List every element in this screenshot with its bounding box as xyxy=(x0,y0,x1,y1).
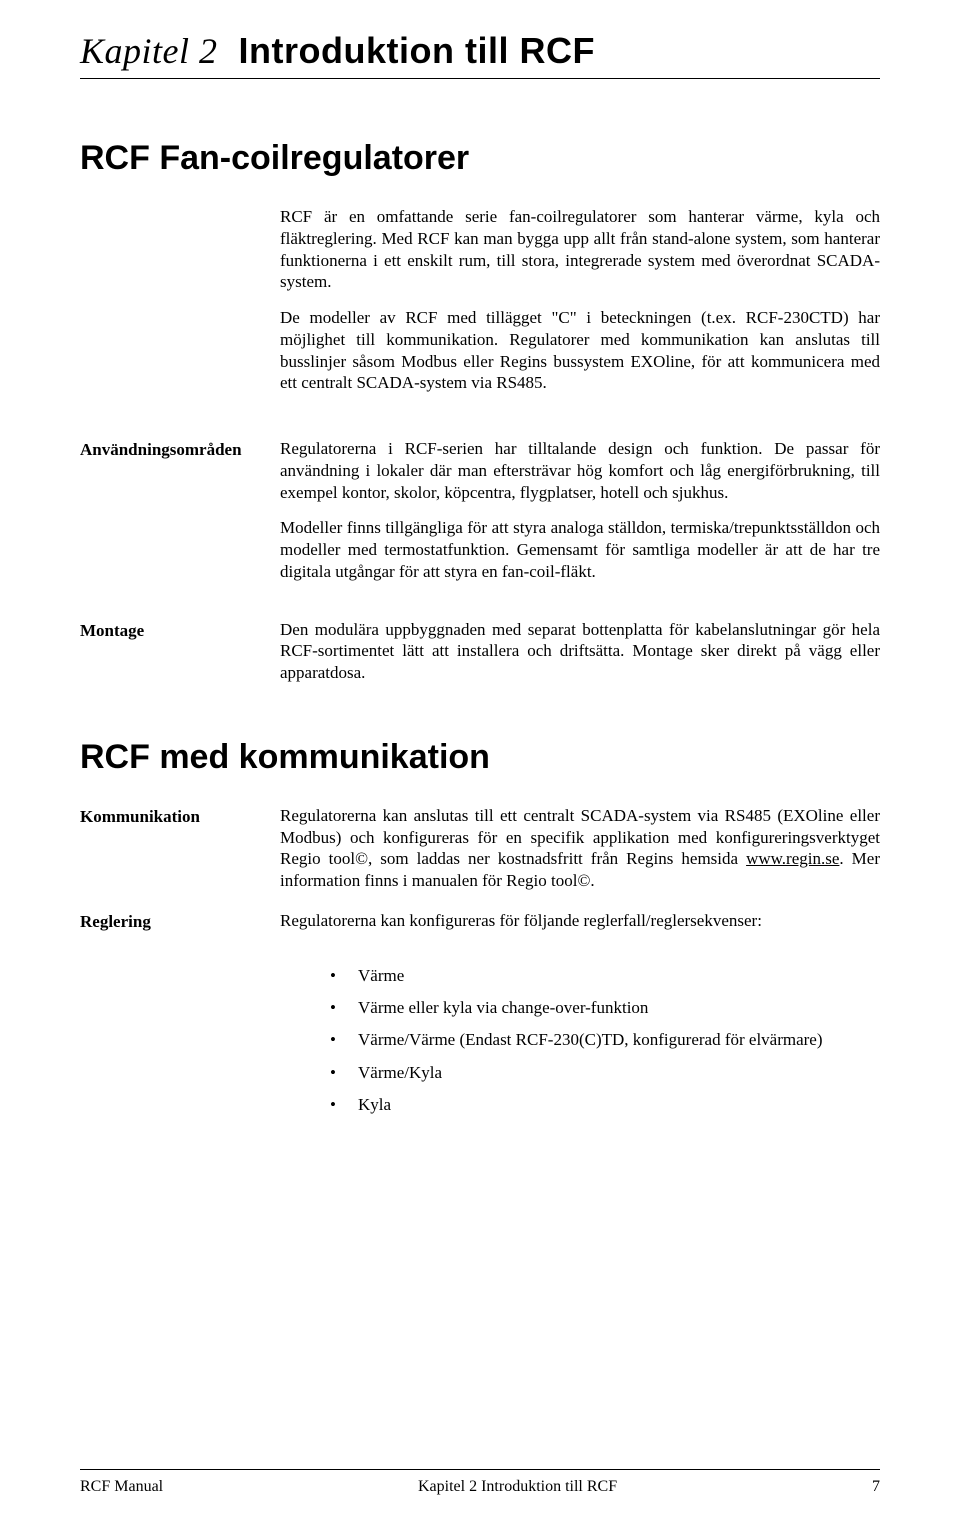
regin-link[interactable]: www.regin.se xyxy=(746,849,839,868)
regulation-block: Reglering Regulatorerna kan konfigureras… xyxy=(80,910,880,932)
list-item: Värme xyxy=(330,960,880,992)
footer-page-number: 7 xyxy=(872,1478,880,1496)
usage-paragraph: Modeller finns tillgängliga för att styr… xyxy=(280,517,880,582)
chapter-title: Kapitel 2 Introduktion till RCF xyxy=(80,30,880,72)
communication-block: Kommunikation Regulatorerna kan anslutas… xyxy=(80,805,880,892)
regulation-body: Regulatorerna kan konfigureras för följa… xyxy=(280,910,880,932)
communication-body: Regulatorerna kan anslutas till ett cent… xyxy=(280,805,880,892)
usage-label: Användningsområden xyxy=(80,438,280,460)
regulation-label: Reglering xyxy=(80,910,280,932)
footer-center: Kapitel 2 Introduktion till RCF xyxy=(418,1478,617,1496)
list-item: Värme/Värme (Endast RCF-230(C)TD, konfig… xyxy=(330,1024,880,1056)
usage-block: Användningsområden Regulatorerna i RCF-s… xyxy=(80,438,880,583)
mount-label: Montage xyxy=(80,619,280,641)
intro-block: RCF är en omfattande serie fan-coilregul… xyxy=(280,206,880,394)
list-item: Värme/Kyla xyxy=(330,1057,880,1089)
intro-paragraph: De modeller av RCF med tillägget "C" i b… xyxy=(280,307,880,394)
list-item: Kyla xyxy=(330,1089,880,1121)
chapter-name: Introduktion till RCF xyxy=(239,30,595,71)
communication-label: Kommunikation xyxy=(80,805,280,827)
footer-rule xyxy=(80,1469,880,1470)
usage-body: Regulatorerna i RCF-serien har tilltalan… xyxy=(280,438,880,583)
mount-body: Den modulära uppbyggnaden med separat bo… xyxy=(280,619,880,684)
mount-block: Montage Den modulära uppbyggnaden med se… xyxy=(80,619,880,684)
page-footer: RCF Manual Kapitel 2 Introduktion till R… xyxy=(80,1478,880,1496)
regulation-bullet-list: Värme Värme eller kyla via change-over-f… xyxy=(330,960,880,1121)
chapter-prefix: Kapitel 2 xyxy=(80,31,218,71)
document-page: Kapitel 2 Introduktion till RCF RCF Fan-… xyxy=(0,0,960,1518)
regulation-paragraph: Regulatorerna kan konfigureras för följa… xyxy=(280,910,880,932)
communication-paragraph: Regulatorerna kan anslutas till ett cent… xyxy=(280,805,880,892)
list-item: Värme eller kyla via change-over-funktio… xyxy=(330,992,880,1024)
mount-paragraph: Den modulära uppbyggnaden med separat bo… xyxy=(280,619,880,684)
title-rule xyxy=(80,78,880,79)
intro-paragraph: RCF är en omfattande serie fan-coilregul… xyxy=(280,206,880,293)
footer-left: RCF Manual xyxy=(80,1478,163,1496)
section-heading-regulators: RCF Fan-coilregulatorer xyxy=(80,139,880,178)
section-heading-communication: RCF med kommunikation xyxy=(80,738,880,777)
usage-paragraph: Regulatorerna i RCF-serien har tilltalan… xyxy=(280,438,880,503)
